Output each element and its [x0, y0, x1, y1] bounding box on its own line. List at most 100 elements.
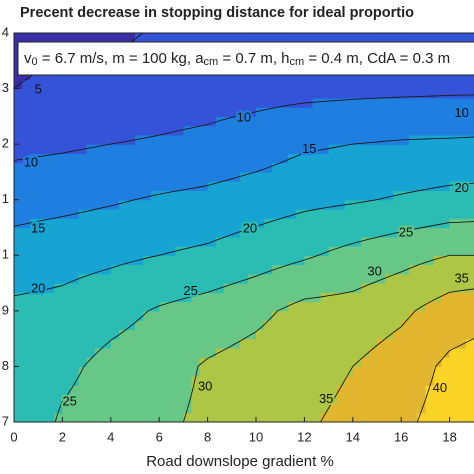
contour-cell	[38, 292, 47, 303]
contour-cell	[14, 79, 23, 90]
contour-cell	[304, 171, 314, 182]
contour-cell	[272, 329, 281, 340]
contour-cell	[22, 181, 31, 192]
contour-cell	[239, 320, 249, 330]
contour-cell	[22, 301, 31, 312]
contour-cell	[22, 283, 31, 293]
contour-cell	[199, 394, 209, 405]
contour-cell	[223, 292, 233, 303]
contour-cell	[239, 79, 249, 90]
contour-cell	[135, 218, 144, 229]
contour-cell	[126, 181, 136, 192]
contour-cell	[304, 246, 314, 256]
contour-cell	[280, 218, 289, 229]
contour-cell	[175, 384, 184, 395]
contour-cell	[143, 246, 152, 256]
contour-cell	[86, 310, 96, 321]
contour-cell	[143, 181, 152, 192]
contour-cell	[14, 218, 23, 229]
contour-cell	[280, 79, 289, 90]
contour-cell	[344, 162, 354, 173]
contour-cell	[449, 125, 459, 136]
contour-cell	[223, 301, 233, 312]
contour-label: 30	[367, 263, 381, 278]
contour-cell	[352, 144, 362, 155]
contour-cell	[239, 264, 249, 275]
contour-cell	[191, 283, 201, 293]
contour-cell	[110, 347, 120, 358]
contour-cell	[425, 97, 435, 108]
contour-cell	[167, 375, 176, 386]
contour-cell	[22, 246, 31, 256]
contour-cell	[135, 292, 144, 303]
contour-cell	[86, 208, 96, 219]
contour-cell	[199, 227, 209, 238]
contour-cell	[159, 255, 168, 266]
contour-cell	[151, 246, 160, 256]
contour-cell	[46, 144, 55, 155]
contour-cell	[30, 153, 39, 164]
contour-cell	[30, 181, 39, 192]
contour-cell	[183, 227, 193, 238]
contour-cell	[135, 273, 144, 284]
contour-cell	[175, 283, 184, 293]
contour-cell	[46, 338, 55, 349]
contour-cell	[377, 236, 386, 247]
contour-cell	[118, 255, 128, 266]
contour-cell	[312, 199, 322, 210]
contour-cell	[352, 301, 362, 312]
contour-cell	[135, 320, 144, 330]
contour-cell	[425, 190, 435, 201]
contour-cell	[143, 283, 152, 293]
contour-cell	[110, 412, 120, 422]
contour-cell	[449, 283, 459, 293]
contour-cell	[118, 283, 128, 293]
contour-cell	[183, 236, 193, 247]
contour-cell	[118, 310, 128, 321]
contour-cell	[46, 153, 55, 164]
contour-cell	[46, 208, 55, 219]
contour-cell	[409, 246, 418, 256]
contour-cell	[272, 301, 281, 312]
contour-cell	[328, 292, 338, 303]
contour-cell	[377, 301, 386, 312]
contour-cell	[457, 134, 467, 145]
contour-cell	[336, 227, 346, 238]
contour-cell	[207, 255, 217, 266]
contour-cell	[393, 125, 402, 136]
contour-cell	[191, 338, 201, 349]
contour-cell	[191, 310, 201, 321]
contour-cell	[78, 357, 88, 368]
contour-cell	[312, 125, 322, 136]
contour-cell	[102, 144, 112, 155]
contour-cell	[231, 384, 241, 395]
contour-cell	[30, 88, 39, 99]
contour-cell	[393, 33, 402, 43]
contour-cell	[288, 412, 297, 422]
contour-cell	[46, 162, 55, 173]
contour-cell	[377, 153, 386, 164]
contour-cell	[207, 310, 217, 321]
contour-cell	[352, 97, 362, 108]
contour-cell	[199, 246, 209, 256]
contour-cell	[425, 394, 435, 405]
contour-cell	[38, 227, 47, 238]
contour-cell	[22, 125, 31, 136]
contour-cell	[360, 236, 370, 247]
contour-cell	[38, 97, 47, 108]
contour-cell	[102, 171, 112, 182]
contour-cell	[256, 366, 265, 377]
contour-cell	[14, 236, 23, 247]
contour-cell	[30, 375, 39, 386]
contour-cell	[264, 107, 273, 117]
contour-cell	[320, 375, 330, 386]
contour-cell	[143, 218, 152, 229]
contour-cell	[344, 125, 354, 136]
contour-cell	[30, 97, 39, 108]
contour-cell	[223, 116, 233, 127]
contour-cell	[54, 218, 63, 229]
contour-cell	[409, 227, 418, 238]
contour-cell	[385, 97, 394, 108]
contour-cell	[320, 283, 330, 293]
